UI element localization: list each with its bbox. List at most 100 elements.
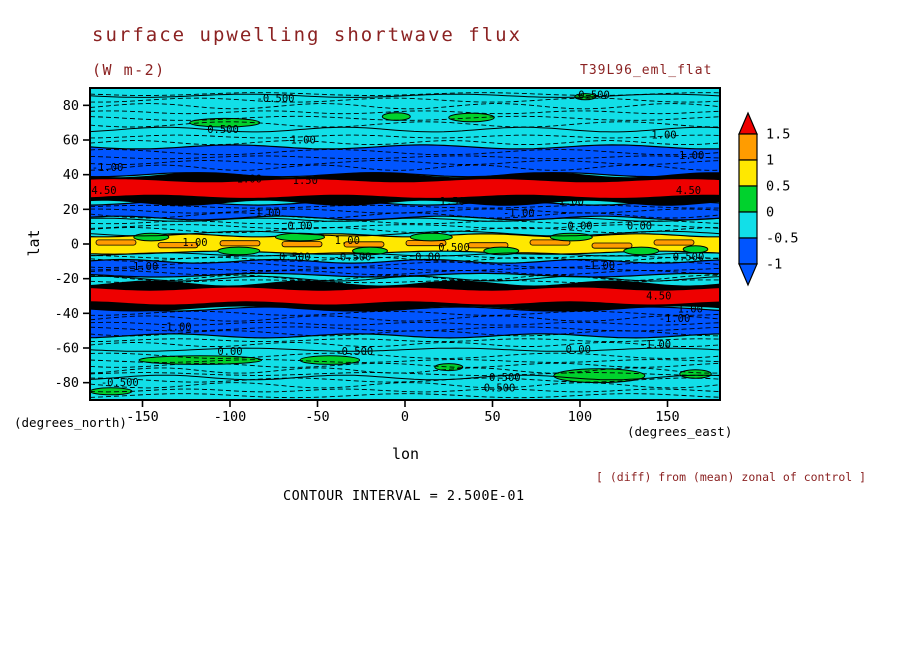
green-patch — [133, 232, 170, 242]
contour-label: -1.00 — [284, 135, 316, 147]
contour-line-negative — [90, 342, 720, 347]
contour-line-negative — [90, 393, 720, 399]
green-patch — [217, 246, 261, 256]
contour-line-negative — [90, 149, 720, 156]
contour-line-negative — [90, 388, 720, 393]
contour-line-positive — [90, 374, 720, 381]
contour-label: 1.00 — [651, 129, 676, 141]
green-patch — [434, 363, 464, 372]
colorbar-label: -0.5 — [766, 231, 799, 247]
x-tick-label: -50 — [305, 409, 329, 425]
colorbar-label: -1 — [766, 257, 782, 273]
x-tick-label: 0 — [401, 409, 409, 425]
colorbar-label: 1 — [766, 153, 774, 169]
x-tick-label: -100 — [214, 409, 247, 425]
equator-core-dash — [591, 242, 633, 249]
contour-line-negative — [90, 227, 720, 234]
green-patch — [138, 355, 263, 365]
contour-line-negative — [90, 352, 720, 359]
equator-core-dash — [281, 241, 323, 248]
contour-line-positive — [90, 126, 720, 133]
contour-line-negative — [90, 330, 720, 337]
contour-label: 0.500 — [489, 372, 521, 384]
y-tick-label: -60 — [55, 341, 79, 357]
colorbar-segment — [738, 211, 758, 239]
contour-label: 1.00 — [678, 304, 703, 316]
x-tick-label: 50 — [484, 409, 500, 425]
y-tick-label: 0 — [71, 237, 79, 253]
contour-label: -1.00 — [583, 260, 615, 272]
contour-label: -0.500 — [334, 252, 372, 264]
contour-line-negative — [90, 359, 720, 363]
contour-line-positive — [90, 252, 720, 257]
contour-label: 0.00 — [287, 220, 312, 232]
contour-label: -1.00 — [92, 162, 124, 174]
green-patch — [679, 369, 712, 379]
green-patch — [623, 246, 660, 256]
contour-label: 0.00 — [567, 220, 592, 232]
y-tick-label: 40 — [63, 167, 79, 183]
contour-line-positive — [90, 217, 720, 222]
contour-line-positive — [90, 230, 720, 237]
contour-line-positive — [90, 347, 720, 352]
contour-line-negative — [90, 321, 720, 326]
equator-core-dash — [529, 239, 571, 246]
y-tick-label: -40 — [55, 306, 79, 322]
contour-label: -1.00 — [127, 261, 159, 273]
note-text: [ (diff) from (mean) zonal of control ] — [596, 470, 867, 484]
contour-label: 0.500 — [279, 252, 311, 264]
contour-line-negative — [90, 110, 720, 115]
contour-label: 0.500 — [673, 252, 705, 264]
contour-label: 0.00 — [627, 220, 652, 232]
contour-line-negative — [90, 310, 720, 316]
contour-label: 0.00 — [217, 346, 242, 358]
contour-label: 4.50 — [91, 185, 116, 197]
contour-label: -1.00 — [249, 207, 281, 219]
contour-line-positive — [90, 275, 720, 282]
contour-label: 0.00 — [566, 344, 591, 356]
contour-line-negative — [90, 279, 720, 284]
x-axis-label: lon — [392, 445, 420, 463]
contour-line-negative — [90, 134, 720, 139]
contour-interval-text: CONTOUR INTERVAL = 2.500E-01 — [283, 488, 525, 504]
green-patch — [409, 232, 453, 242]
contour-line-negative — [90, 115, 720, 121]
colorbar-arrow-up — [738, 111, 758, 135]
contour-line-negative — [90, 204, 720, 209]
contour-line-negative — [90, 338, 720, 343]
equator-core-dash — [467, 242, 509, 249]
contour-band-red — [90, 179, 720, 198]
equator-core-dash — [157, 242, 199, 249]
contour-label: 1.50 — [440, 196, 465, 208]
contour-label: -1.00 — [639, 339, 671, 351]
equator-core-dash — [653, 239, 695, 246]
contour-label: 4.50 — [676, 185, 701, 197]
contour-line-negative — [90, 270, 720, 276]
contour-band-blue — [90, 258, 720, 278]
contour-label: -0.500 — [101, 377, 139, 389]
contour-label: -1.00 — [160, 322, 192, 334]
colorbar-label: 1.5 — [766, 127, 790, 143]
contour-label: 1.50 — [287, 280, 312, 292]
colorbar-segment — [738, 185, 758, 213]
contour-field: -0.500 0.500 0.500 -1.00 1.00 -1.00 -1.00 1.00 4… — [90, 88, 720, 400]
contour-line-negative — [90, 256, 720, 262]
contour-label: 0.500 — [438, 242, 470, 254]
x-tick-label: 100 — [568, 409, 592, 425]
plot-units: (W m-2) — [92, 61, 166, 79]
contour-line-negative — [90, 212, 720, 219]
contour-line-positive — [90, 93, 720, 98]
colorbar-segment — [738, 159, 758, 187]
green-patch — [448, 112, 495, 123]
contour-line-negative — [90, 92, 720, 96]
contour-line-negative — [90, 267, 720, 271]
colorbar-segment — [738, 133, 758, 161]
green-patch — [299, 355, 361, 365]
x-axis-units: (degrees_east) — [627, 424, 733, 439]
contour-label: 1.00 — [182, 237, 207, 249]
green-patch — [553, 368, 646, 384]
contour-label: -0.500 — [257, 93, 295, 105]
x-tick-label: -150 — [126, 409, 159, 425]
contour-line-negative — [90, 377, 720, 383]
